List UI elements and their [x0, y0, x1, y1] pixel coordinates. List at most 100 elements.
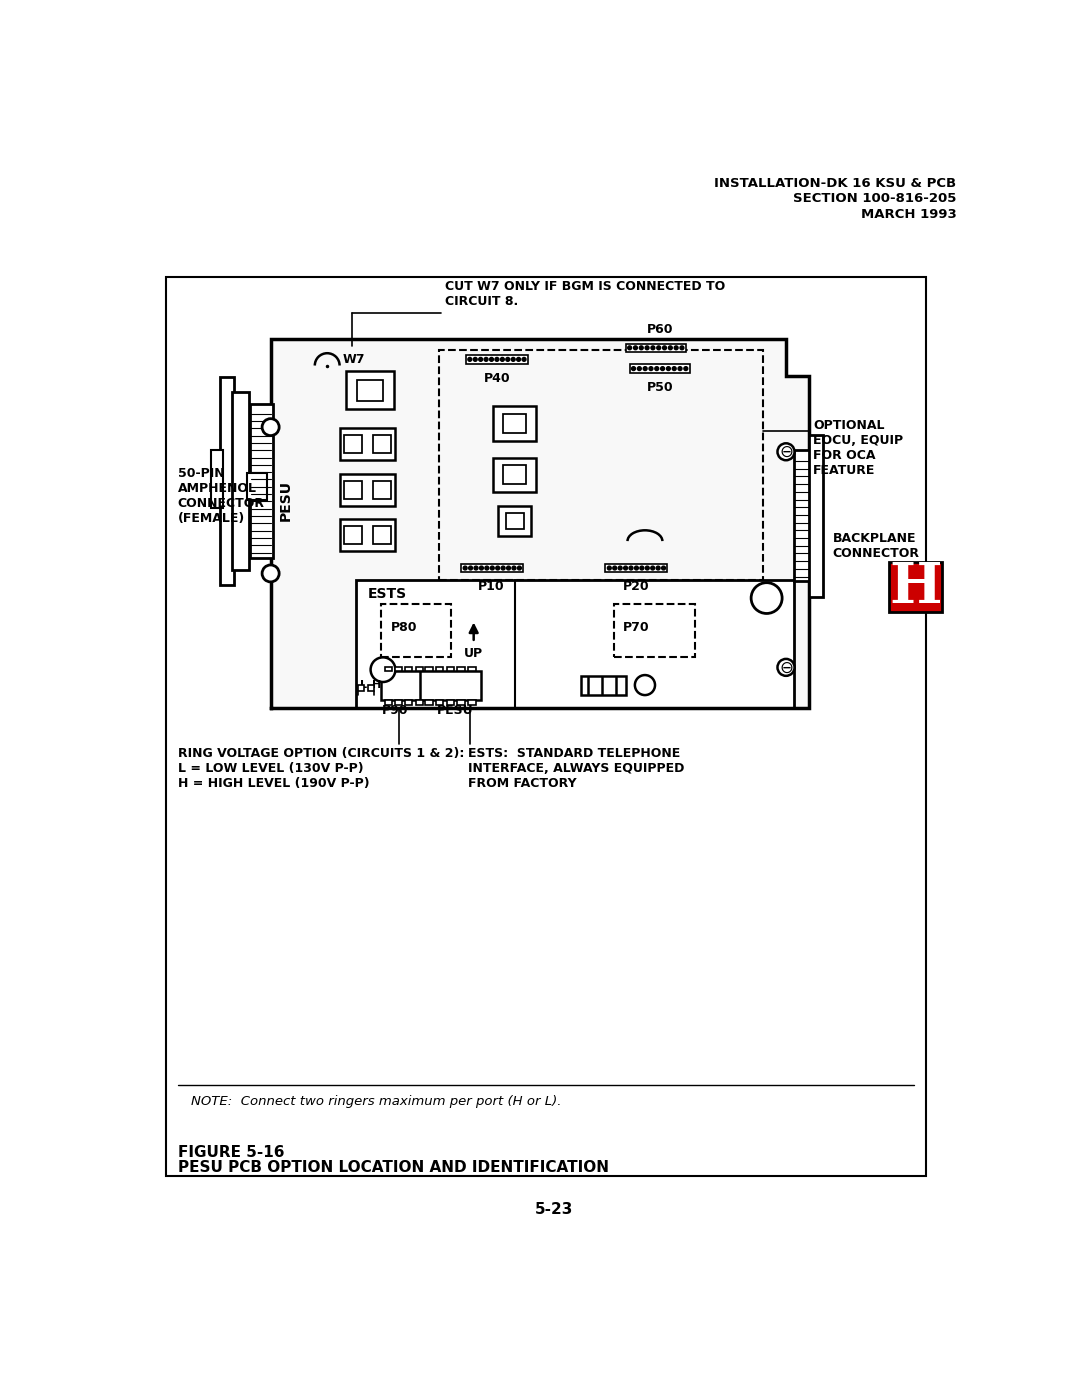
Bar: [613, 605, 696, 657]
Bar: [339, 427, 395, 460]
Text: ⊖: ⊖: [779, 658, 793, 676]
Bar: [373, 436, 391, 453]
Text: UP: UP: [464, 647, 483, 661]
Circle shape: [485, 566, 489, 570]
Circle shape: [517, 566, 522, 570]
Circle shape: [680, 346, 684, 349]
Circle shape: [649, 366, 653, 370]
Bar: [630, 365, 690, 373]
Bar: [395, 666, 403, 671]
Bar: [581, 676, 625, 696]
Text: P80: P80: [391, 620, 417, 634]
Circle shape: [490, 566, 495, 570]
Circle shape: [511, 358, 515, 362]
Circle shape: [661, 366, 664, 370]
Circle shape: [657, 566, 660, 570]
Bar: [465, 355, 528, 363]
Text: 50-PIN
AMPHENOL
CONNECTOR
(FEMALE): 50-PIN AMPHENOL CONNECTOR (FEMALE): [177, 468, 265, 525]
Text: P20: P20: [623, 580, 650, 594]
Circle shape: [666, 366, 671, 370]
Circle shape: [640, 566, 644, 570]
Text: FIGURE 5-16: FIGURE 5-16: [177, 1144, 284, 1160]
Bar: [446, 666, 455, 671]
Circle shape: [370, 658, 395, 682]
Text: RING VOLTAGE OPTION (CIRCUITS 1 & 2):
L = LOW LEVEL (130V P-P)
H = HIGH LEVEL (1: RING VOLTAGE OPTION (CIRCUITS 1 & 2): L …: [177, 746, 464, 789]
Circle shape: [645, 346, 649, 349]
Text: NOTE:  Connect two ringers maximum per port (H or L).: NOTE: Connect two ringers maximum per po…: [191, 1095, 562, 1108]
Bar: [247, 474, 267, 500]
Circle shape: [663, 346, 666, 349]
Bar: [606, 564, 667, 573]
Bar: [438, 351, 762, 580]
Circle shape: [262, 419, 279, 436]
Circle shape: [634, 566, 638, 570]
Circle shape: [474, 566, 478, 570]
Bar: [505, 513, 524, 529]
Text: L: L: [360, 680, 367, 690]
Circle shape: [496, 566, 500, 570]
Bar: [346, 372, 394, 409]
Bar: [458, 700, 465, 705]
Circle shape: [480, 566, 484, 570]
Text: H: H: [373, 680, 381, 690]
Circle shape: [262, 564, 279, 583]
Bar: [405, 700, 413, 705]
Circle shape: [522, 358, 526, 362]
Text: OPTIONAL
EOCU, EQUIP
FOR OCA
FEATURE: OPTIONAL EOCU, EQUIP FOR OCA FEATURE: [813, 419, 903, 478]
Bar: [345, 436, 363, 453]
Circle shape: [778, 443, 795, 460]
Bar: [249, 404, 273, 557]
Circle shape: [495, 358, 499, 362]
Circle shape: [632, 366, 635, 370]
Circle shape: [634, 346, 637, 349]
Circle shape: [751, 583, 782, 613]
Bar: [469, 666, 476, 671]
Bar: [339, 518, 395, 550]
Bar: [373, 527, 391, 543]
Circle shape: [618, 566, 622, 570]
Bar: [220, 377, 234, 585]
Circle shape: [778, 659, 795, 676]
Text: PESU: PESU: [437, 704, 474, 717]
Bar: [499, 507, 531, 535]
Bar: [405, 666, 413, 671]
Circle shape: [478, 358, 483, 362]
Circle shape: [646, 566, 649, 570]
Text: PESU: PESU: [279, 479, 293, 521]
Circle shape: [623, 566, 627, 570]
Circle shape: [644, 366, 647, 370]
Circle shape: [684, 366, 688, 370]
Bar: [494, 407, 536, 440]
Text: INSTALLATION-DK 16 KSU & PCB: INSTALLATION-DK 16 KSU & PCB: [714, 177, 957, 190]
Circle shape: [473, 358, 477, 362]
Circle shape: [512, 566, 516, 570]
Bar: [416, 700, 422, 705]
Circle shape: [657, 346, 661, 349]
Bar: [435, 700, 444, 705]
Bar: [359, 685, 364, 692]
Bar: [386, 700, 392, 705]
Bar: [461, 564, 524, 573]
Text: P90: P90: [381, 704, 408, 717]
Bar: [794, 450, 811, 581]
Bar: [424, 700, 433, 705]
Circle shape: [468, 358, 472, 362]
Circle shape: [637, 366, 642, 370]
Circle shape: [635, 675, 656, 696]
Text: H: H: [889, 560, 942, 615]
Text: P40: P40: [484, 373, 511, 386]
Text: P70: P70: [623, 620, 650, 634]
Bar: [381, 605, 451, 657]
Bar: [889, 562, 942, 612]
Text: 5-23: 5-23: [535, 1201, 572, 1217]
Text: SECTION 100-816-205: SECTION 100-816-205: [793, 193, 957, 205]
Bar: [424, 666, 433, 671]
Bar: [367, 685, 374, 692]
Bar: [625, 344, 686, 352]
Bar: [381, 671, 422, 700]
Text: P50: P50: [647, 381, 673, 394]
Bar: [435, 666, 444, 671]
Bar: [166, 277, 926, 1175]
Text: MARCH 1993: MARCH 1993: [861, 208, 957, 221]
Circle shape: [627, 346, 632, 349]
